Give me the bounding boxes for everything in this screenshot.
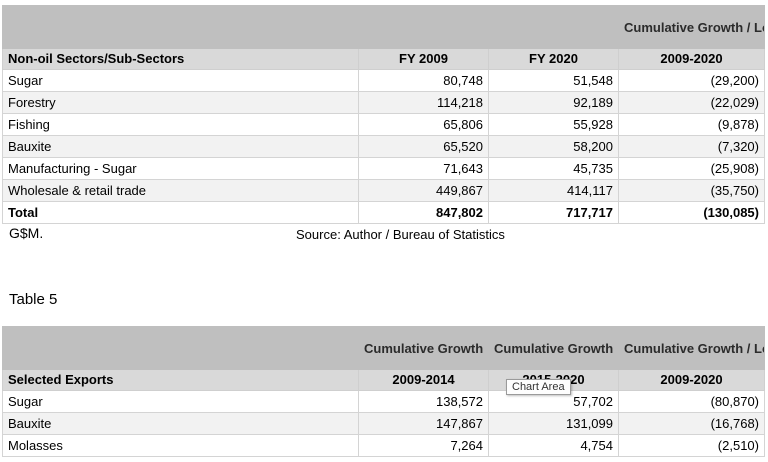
row-label: Bauxite <box>2 135 359 158</box>
table-row: Wholesale & retail trade 449,867 414,117… <box>2 179 765 202</box>
table-cell: 138,572 <box>358 390 489 413</box>
header-top-cell <box>2 5 359 49</box>
table-caption: Table 5 <box>9 291 58 308</box>
table-row: Sugar 80,748 51,548 (29,200) <box>2 69 765 92</box>
table-cell: 80,748 <box>358 69 489 92</box>
table-cell: (130,085) <box>618 201 765 224</box>
table-cell: 58,200 <box>488 135 619 158</box>
table-cell: (80,870) <box>618 390 765 413</box>
table-cell: 45,735 <box>488 157 619 180</box>
table-row: Sugar 138,572 57,702 (80,870) <box>2 390 765 413</box>
column-header: 2009-2014 <box>358 369 489 391</box>
column-header: 2009-2020 <box>618 48 765 70</box>
header-top-row: Cumulative Growth Cumulative Growth Cumu… <box>2 326 765 370</box>
header-row: Non-oil Sectors/Sub-Sectors FY 2009 FY 2… <box>2 48 765 70</box>
table-cell: 449,867 <box>358 179 489 202</box>
row-label: Total <box>2 201 359 224</box>
table-cell: 847,802 <box>358 201 489 224</box>
table-cell: 147,867 <box>358 412 489 435</box>
row-label: Molasses <box>2 434 359 457</box>
column-header: Selected Exports <box>2 369 359 391</box>
table-cell: (16,768) <box>618 412 765 435</box>
row-label: Fishing <box>2 113 359 136</box>
table-cell: 7,264 <box>358 434 489 457</box>
table-cell: 55,928 <box>488 113 619 136</box>
table-row: Forestry 114,218 92,189 (22,029) <box>2 91 765 114</box>
total-row: Total 847,802 717,717 (130,085) <box>2 201 765 224</box>
table-cell: 71,643 <box>358 157 489 180</box>
row-label: Bauxite <box>2 412 359 435</box>
table-cell: (29,200) <box>618 69 765 92</box>
row-label: Manufacturing - Sugar <box>2 157 359 180</box>
column-header: FY 2020 <box>488 48 619 70</box>
header-top-row: Cumulative Growth / Loss <box>2 5 765 49</box>
table-cell: 65,806 <box>358 113 489 136</box>
row-label: Wholesale & retail trade <box>2 179 359 202</box>
header-top-cell <box>358 5 489 49</box>
table-cell: 717,717 <box>488 201 619 224</box>
table-cell: (22,029) <box>618 91 765 114</box>
table-cell: 114,218 <box>358 91 489 114</box>
exports-table: Cumulative Growth Cumulative Growth Cumu… <box>2 326 765 457</box>
table-cell: 414,117 <box>488 179 619 202</box>
chart-area-tooltip: Chart Area <box>506 379 571 395</box>
table-cell: (7,320) <box>618 135 765 158</box>
row-label: Sugar <box>2 69 359 92</box>
column-header: Non-oil Sectors/Sub-Sectors <box>2 48 359 70</box>
row-label: Forestry <box>2 91 359 114</box>
row-label: Sugar <box>2 390 359 413</box>
table-cell: 4,754 <box>488 434 619 457</box>
header-top-cell: Cumulative Growth / Loss <box>618 5 765 49</box>
header-top-cell <box>2 326 359 370</box>
table-cell: (35,750) <box>618 179 765 202</box>
table-cell: (2,510) <box>618 434 765 457</box>
table-cell: 131,099 <box>488 412 619 435</box>
source-note: Source: Author / Bureau of Statistics <box>296 227 505 242</box>
header-top-cell: Cumulative Growth / Loss <box>618 326 765 370</box>
table-row: Molasses 7,264 4,754 (2,510) <box>2 434 765 457</box>
column-header: FY 2009 <box>358 48 489 70</box>
column-header: 2009-2020 <box>618 369 765 391</box>
header-row: Selected Exports 2009-2014 2015-2020 200… <box>2 369 765 391</box>
table-row: Fishing 65,806 55,928 (9,878) <box>2 113 765 136</box>
header-top-cell: Cumulative Growth <box>358 326 489 370</box>
sectors-table: Cumulative Growth / Loss Non-oil Sectors… <box>2 5 765 224</box>
table-cell: (25,908) <box>618 157 765 180</box>
table-cell: (9,878) <box>618 113 765 136</box>
unit-note: G$M. <box>9 225 44 241</box>
table-row: Bauxite 65,520 58,200 (7,320) <box>2 135 765 158</box>
header-top-cell <box>488 5 619 49</box>
table-cell: 51,548 <box>488 69 619 92</box>
table-row: Manufacturing - Sugar 71,643 45,735 (25,… <box>2 157 765 180</box>
table-cell: 92,189 <box>488 91 619 114</box>
header-top-cell: Cumulative Growth <box>488 326 619 370</box>
table-cell: 65,520 <box>358 135 489 158</box>
table-row: Bauxite 147,867 131,099 (16,768) <box>2 412 765 435</box>
